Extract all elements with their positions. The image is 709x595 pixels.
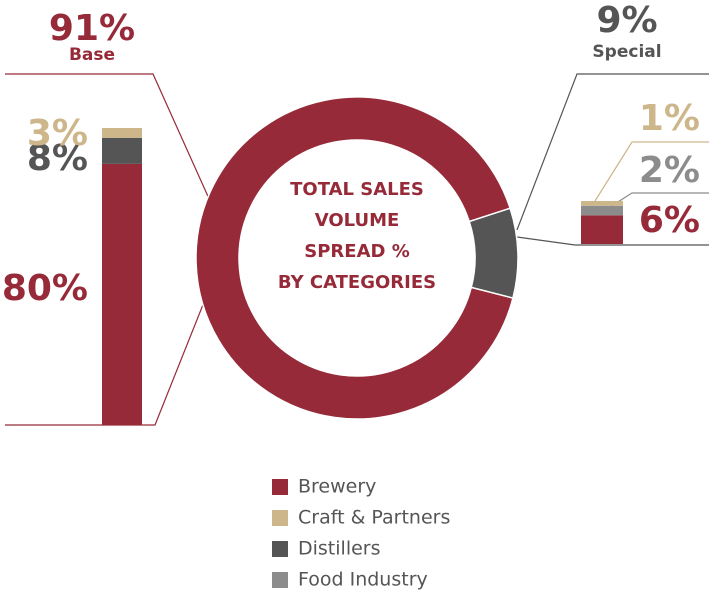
category-label: Base xyxy=(69,45,115,65)
legend-swatch xyxy=(272,541,288,557)
center-title: SPREAD % xyxy=(304,241,410,262)
donut-segment xyxy=(195,96,514,420)
center-title: TOTAL SALES xyxy=(290,179,424,200)
value-label: 9% xyxy=(596,0,657,41)
connector xyxy=(5,73,225,233)
value-label: 91% xyxy=(49,8,135,49)
bar-segment xyxy=(581,201,623,206)
value-label: 1% xyxy=(639,98,700,139)
category-label: Special xyxy=(592,42,661,62)
legend-label: Food Industry xyxy=(298,569,428,591)
legend-swatch xyxy=(272,510,288,526)
value-label: 80% xyxy=(2,268,88,309)
legend-label: Craft & Partners xyxy=(298,507,450,529)
center-title: BY CATEGORIES xyxy=(278,272,436,293)
bar-segment xyxy=(581,205,623,216)
donut-segment xyxy=(468,207,519,299)
bar-segment xyxy=(102,137,142,164)
legend-swatch xyxy=(272,479,288,495)
value-label: 2% xyxy=(639,150,700,191)
value-label: 6% xyxy=(639,200,700,241)
legend-label: Brewery xyxy=(298,476,376,498)
connector xyxy=(516,236,709,246)
legend-swatch xyxy=(272,572,288,588)
center-title: VOLUME xyxy=(315,210,400,231)
value-label: 8% xyxy=(27,138,88,179)
bar-segment xyxy=(102,128,142,138)
legend-label: Distillers xyxy=(298,538,381,560)
connector xyxy=(5,251,225,426)
connector xyxy=(594,141,709,202)
bar-segment xyxy=(581,215,623,244)
bar-segment xyxy=(102,163,142,425)
value-label: 3% xyxy=(27,113,88,154)
connector xyxy=(516,73,709,231)
